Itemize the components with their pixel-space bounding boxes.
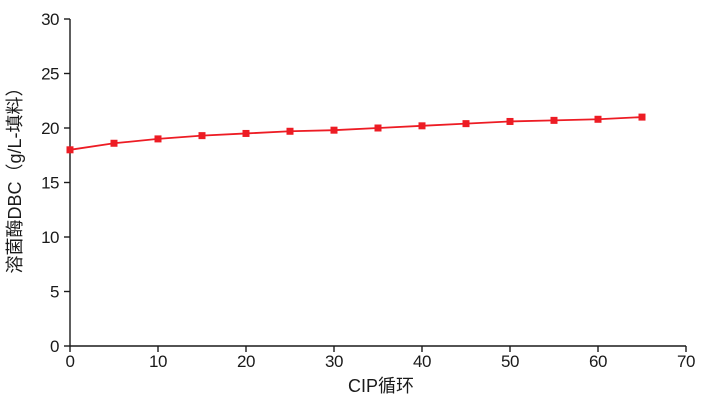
data-point (66, 146, 74, 154)
data-point (374, 124, 382, 132)
series-layer (66, 113, 646, 154)
y-tick-label: 10 (41, 228, 59, 247)
x-tick-label: 50 (501, 352, 519, 371)
x-tick-label: 20 (237, 352, 255, 371)
series-line (69, 116, 643, 151)
y-tick-label: 30 (41, 10, 59, 29)
x-tick-label: 40 (413, 352, 431, 371)
x-tick-label: 60 (589, 352, 607, 371)
data-point (154, 135, 162, 143)
y-tick-label: 25 (41, 65, 59, 84)
x-tick-label: 0 (66, 352, 75, 371)
data-point (330, 126, 338, 134)
data-point (198, 132, 206, 140)
data-point (462, 120, 470, 128)
data-point (550, 116, 558, 124)
x-tick-label: 70 (677, 352, 695, 371)
y-tick-label: 5 (50, 283, 59, 302)
data-point (286, 127, 294, 135)
x-tick-label: 10 (149, 352, 167, 371)
y-tick-label: 0 (50, 337, 59, 356)
y-tick-label: 15 (41, 174, 59, 193)
data-point (506, 117, 514, 125)
x-tick-label: 30 (325, 352, 343, 371)
x-axis-title: CIP循环 (348, 376, 414, 396)
data-point (638, 113, 646, 121)
y-tick-label: 20 (41, 119, 59, 138)
data-point (242, 129, 250, 137)
data-point (418, 122, 426, 130)
axes-layer: 0 5 10 15 20 25 30 0 10 20 30 40 50 60 70 (41, 10, 695, 371)
data-point (110, 139, 118, 147)
data-point (594, 115, 602, 123)
y-axis-title: 溶菌酶DBC（g/L-填料） (5, 78, 25, 273)
